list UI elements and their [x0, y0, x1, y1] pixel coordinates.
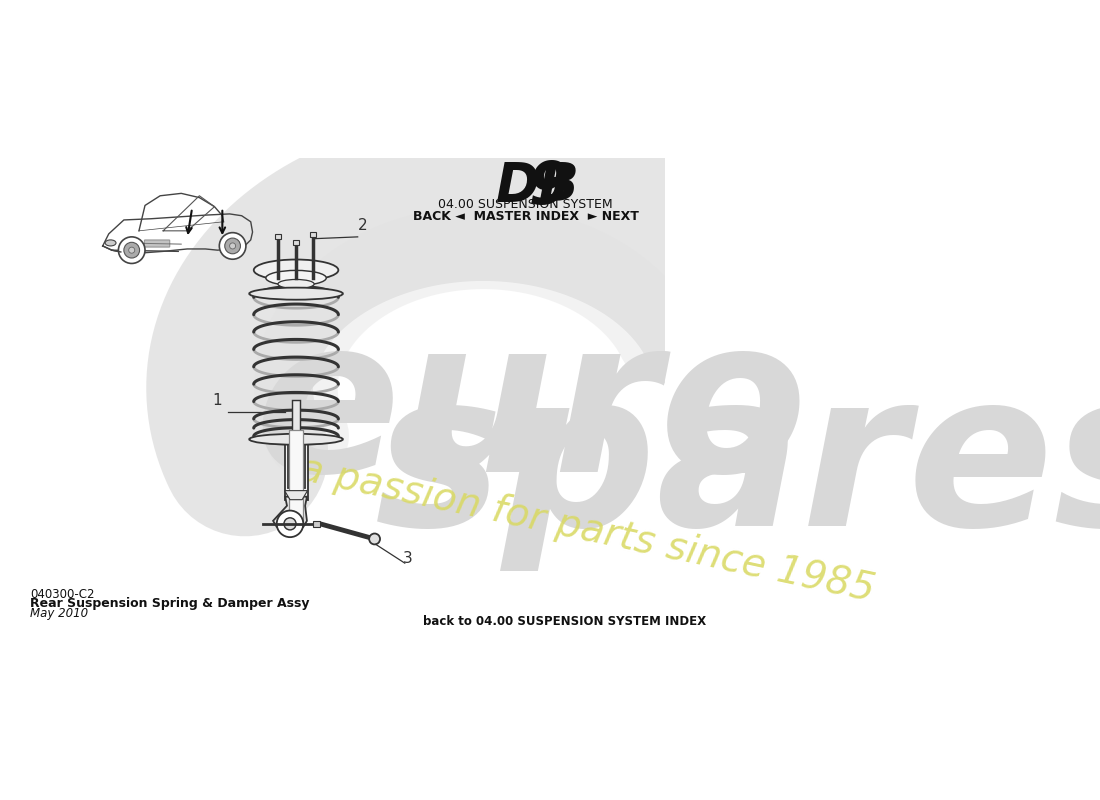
Polygon shape — [273, 497, 307, 527]
Ellipse shape — [266, 270, 327, 286]
Ellipse shape — [106, 240, 116, 246]
Circle shape — [224, 238, 241, 254]
Text: a passion for parts since 1985: a passion for parts since 1985 — [296, 450, 878, 610]
Circle shape — [230, 243, 235, 249]
Circle shape — [219, 233, 246, 259]
FancyBboxPatch shape — [293, 240, 299, 245]
Ellipse shape — [254, 259, 339, 281]
FancyBboxPatch shape — [289, 430, 302, 521]
FancyBboxPatch shape — [285, 439, 308, 500]
FancyBboxPatch shape — [144, 240, 169, 247]
Text: Rear Suspension Spring & Damper Assy: Rear Suspension Spring & Damper Assy — [30, 598, 310, 610]
Text: 04.00 SUSPENSION SYSTEM: 04.00 SUSPENSION SYSTEM — [438, 198, 613, 211]
Circle shape — [370, 534, 379, 544]
Circle shape — [277, 510, 304, 537]
Text: 040300-C2: 040300-C2 — [30, 587, 95, 601]
Text: BACK ◄  MASTER INDEX  ► NEXT: BACK ◄ MASTER INDEX ► NEXT — [412, 210, 639, 223]
Circle shape — [119, 237, 145, 263]
Text: euro: euro — [254, 307, 807, 517]
FancyBboxPatch shape — [292, 400, 300, 506]
FancyBboxPatch shape — [275, 234, 280, 238]
Polygon shape — [285, 490, 308, 500]
Ellipse shape — [250, 434, 343, 445]
FancyBboxPatch shape — [310, 232, 316, 237]
Text: 3: 3 — [403, 551, 412, 566]
Text: spares: spares — [375, 362, 1100, 571]
FancyBboxPatch shape — [314, 521, 320, 527]
Circle shape — [124, 242, 140, 258]
Text: back to 04.00 SUSPENSION SYSTEM INDEX: back to 04.00 SUSPENSION SYSTEM INDEX — [422, 615, 706, 628]
Text: 2: 2 — [358, 218, 367, 234]
Circle shape — [284, 518, 296, 530]
Text: 1: 1 — [212, 394, 222, 409]
FancyBboxPatch shape — [287, 439, 305, 488]
Ellipse shape — [278, 279, 315, 289]
Text: DB: DB — [495, 159, 580, 211]
Text: 9: 9 — [529, 159, 570, 216]
Circle shape — [129, 247, 134, 253]
Ellipse shape — [250, 288, 343, 300]
Text: May 2010: May 2010 — [30, 607, 88, 620]
